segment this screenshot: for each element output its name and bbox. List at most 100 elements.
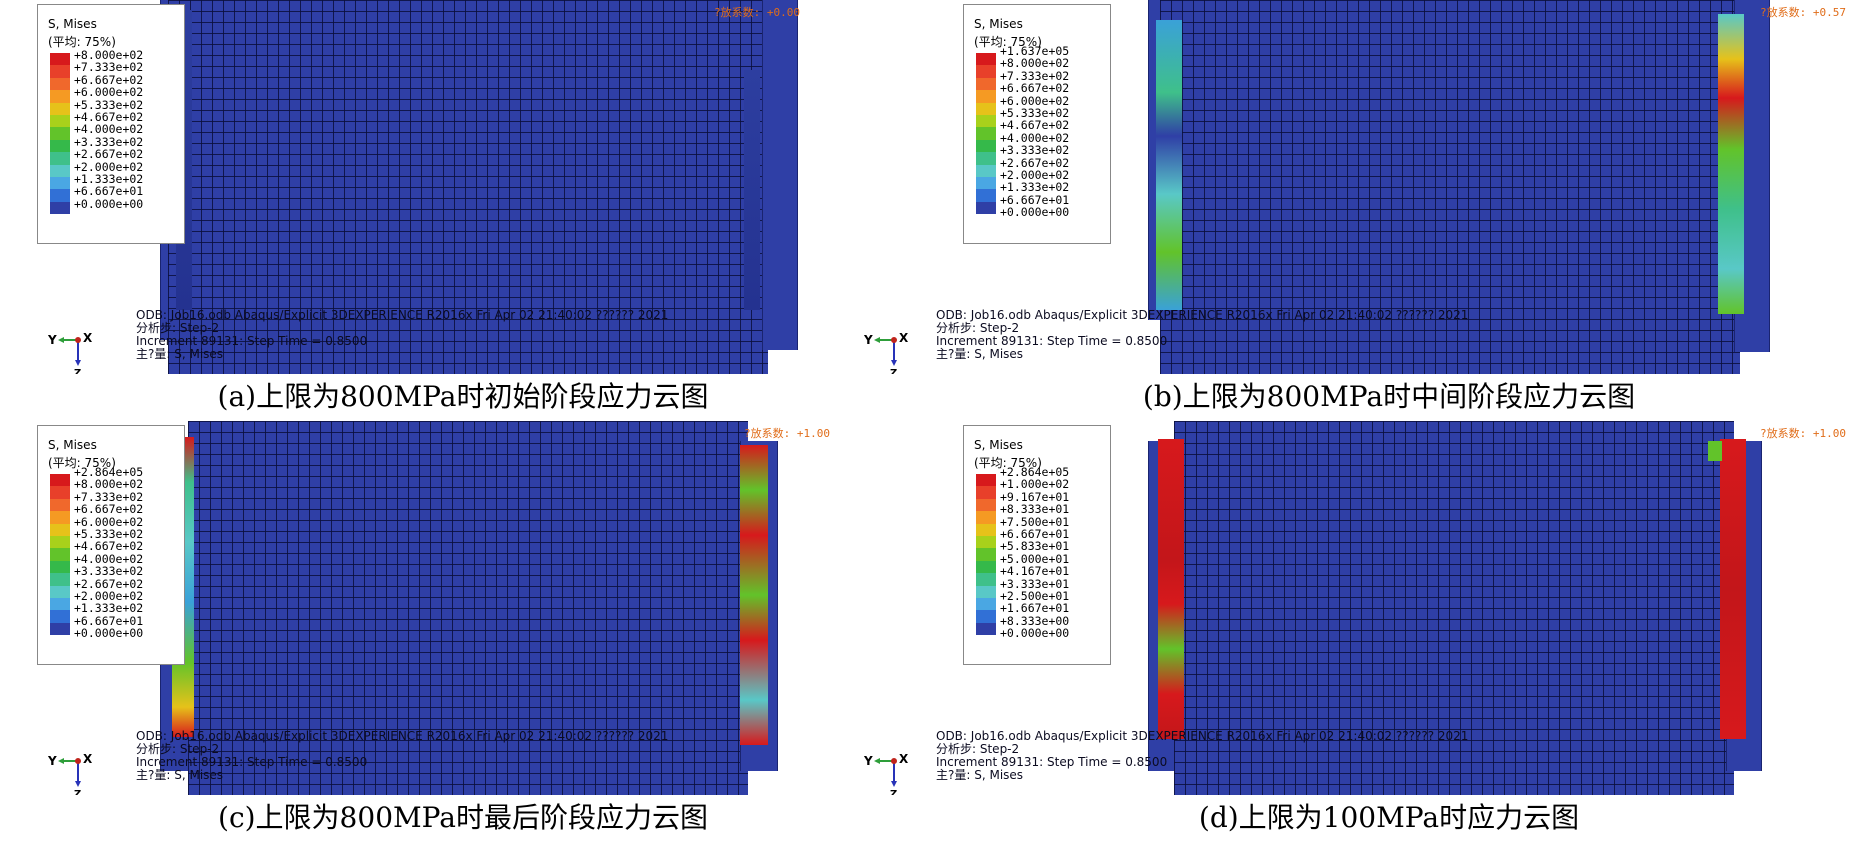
right-strip [1718,14,1744,314]
legend-value: +2.864e+05 [74,465,144,479]
legend-value: +4.000e+02 [1000,130,1070,145]
x-label: X [83,752,93,766]
step-line: 分析步: Step-2 [936,742,1020,756]
legend-swatch [976,164,996,177]
legend-title: S, Mises [974,17,1023,31]
x-axis-dot [891,337,897,343]
odb-info: ODB: Job16.odb Abaqus/Explicit 3DEXPERIE… [136,730,668,782]
axis-triad: Y X Z [48,752,93,795]
color-scale [976,474,996,636]
mesh-body [168,0,768,374]
legend-value: +4.667e+02 [74,539,144,554]
deformation-factor: ?放系数: +1.00 [744,427,830,440]
legend-value: +4.167e+01 [1000,564,1070,579]
odb-info: ODB: Job16.odb Abaqus/Explicit 3DEXPERIE… [936,309,1468,361]
legend-value: +2.000e+02 [74,159,144,174]
z-arrowhead [75,360,81,366]
stress-legend: S, Mises (平均: 75%) +2.864e+05 +8.000e+02 +… [37,425,185,665]
legend-swatch [50,548,70,561]
legend-swatch [976,610,996,623]
legend-title: S, Mises [48,17,97,31]
legend-swatch [50,560,70,574]
z-label: Z [890,789,897,795]
legend-swatch [50,523,70,536]
right-strip [744,70,760,310]
legend-value: +3.333e+02 [74,134,144,149]
deformation-factor: ?放系数: +0.57 [1760,6,1846,19]
legend-swatch [976,201,996,215]
legend-value: +4.667e+02 [74,110,144,125]
legend-value: +2.000e+02 [1000,168,1070,183]
legend-swatch [976,474,996,487]
odb-info: ODB: Job16.odb Abaqus/Explicit 3DEXPERIE… [136,309,668,361]
panel-c: S, Mises (平均: 75%) +2.864e+05 +8.000e+02 +… [0,421,926,843]
caption: (c)上限为800MPa时最后阶段应力云图 [218,801,708,834]
legend-value: +2.864e+05 [1000,465,1070,479]
legend-swatch [976,573,996,586]
legend-swatch [50,127,70,140]
x-label: X [899,331,909,345]
legend-swatch [976,585,996,598]
legend-swatch [50,498,70,512]
y-arrowhead [874,337,880,343]
z-label: Z [74,789,81,795]
legend-value: +1.667e+01 [1000,601,1070,616]
caption: (b)上限为800MPa时中间阶段应力云图 [1142,380,1636,413]
legend-value: +1.637e+05 [1000,44,1070,58]
legend-value: +5.000e+01 [1000,551,1070,566]
legend-value: +6.000e+02 [74,514,144,529]
legend-swatch [976,102,996,115]
legend-value: +6.667e+01 [1000,527,1070,542]
axis-triad: Y X Z [864,752,909,795]
legend-swatch [976,139,996,153]
legend-swatch [50,53,70,66]
increment-line: Increment 89131: Step Time = 0.8500 [136,755,368,769]
legend-value: +2.000e+02 [74,589,144,604]
legend-swatch [50,139,70,153]
y-label: Y [48,754,57,768]
legend-value: +8.000e+02 [1000,56,1070,71]
z-arrowhead [891,360,897,366]
color-scale [50,474,70,636]
legend-value: +2.667e+02 [74,147,144,162]
variable-line: 主?量: S, Mises [936,768,1024,782]
legend-swatch [976,65,996,78]
legend-value: +0.000e+00 [1000,205,1070,220]
caption: (a)上限为800MPa时初始阶段应力云图 [217,380,709,413]
legend-swatch [50,474,70,487]
color-scale [50,53,70,215]
legend-value: +0.000e+00 [74,626,144,641]
legend-subtitle: (平均: 75%) [974,456,1042,470]
legend-value: +6.667e+01 [74,613,144,628]
legend-values: +1.637e+05 +8.000e+02 +7.333e+02 +6.667e+02… [1000,45,1069,219]
legend-swatch [976,548,996,561]
y-arrowhead [58,337,64,343]
z-label: Z [890,368,897,374]
z-arrowhead [75,781,81,787]
legend-value: +3.333e+02 [74,564,144,579]
legend-value: +2.667e+02 [1000,155,1070,170]
legend-swatch [50,90,70,103]
legend-value: +0.000e+00 [1000,626,1070,641]
panel-d: S, Mises (平均: 75%) +2.864e+05 +1.000e+02 +… [864,421,1852,843]
odb-line: ODB: Job16.odb Abaqus/Explicit 3DEXPERIE… [936,729,1469,743]
legend-value: +0.000e+00 [74,196,144,211]
legend-swatch [50,176,70,190]
legend-value: +1.000e+02 [1000,477,1070,492]
legend-swatch [50,201,70,215]
legend-swatch [976,486,996,499]
legend-value: +8.000e+02 [74,48,144,62]
legend-value: +9.167e+01 [1000,489,1070,504]
variable-line: 主?量: S, Mises [936,347,1024,361]
legend-value: +6.667e+01 [74,184,144,199]
legend-swatch [976,152,996,165]
mesh-body [188,421,748,795]
step-line: 分析步: Step-2 [136,742,220,756]
legend-swatch [50,585,70,598]
legend-swatch [50,535,70,549]
x-axis-dot [75,337,81,343]
legend-swatch [50,597,70,611]
legend-value: +8.333e+01 [1000,502,1070,517]
x-axis-dot [75,758,81,764]
legend-value: +7.333e+02 [74,60,144,75]
